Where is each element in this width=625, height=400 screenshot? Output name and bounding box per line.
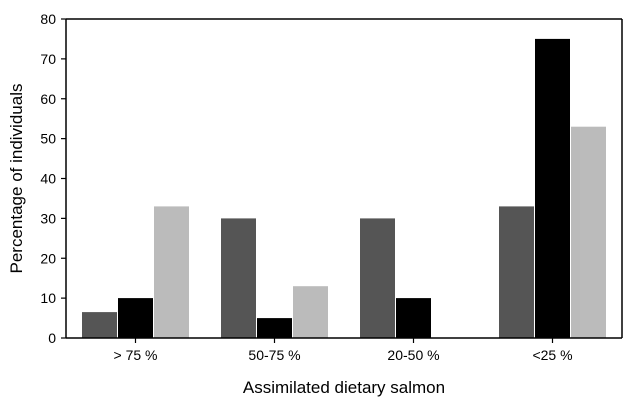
y-tick-label: 80 [40,11,56,27]
y-ticks: 0 10 20 30 40 50 60 70 80 [40,11,66,346]
y-tick-label: 40 [40,171,56,187]
bar-series-2 [396,298,431,338]
y-tick-label: 50 [40,131,56,147]
y-tick-label: 60 [40,91,56,107]
bar-series-2 [118,298,153,338]
y-tick-label: 70 [40,51,56,67]
x-tick-label: 20-50 % [387,347,439,363]
bar-series-3 [293,286,328,338]
bar-series-1 [360,218,395,338]
y-tick-label: 0 [48,330,56,346]
x-tick-label: 50-75 % [248,347,300,363]
x-tick-label: <25 % [532,347,572,363]
y-tick-label: 30 [40,210,56,226]
bar-series-3 [154,206,189,338]
bar-series-1 [499,206,534,338]
bar-series-2 [535,38,570,339]
x-tick-label: > 75 % [114,347,158,363]
y-tick-label: 10 [40,290,56,306]
bars-layer [82,38,606,339]
bar-series-1 [221,218,256,338]
y-axis-title: Percentage of individuals [7,84,26,274]
x-ticks: > 75 % 50-75 % 20-50 % <25 % [114,338,573,363]
bar-series-1 [82,312,117,338]
bar-series-3 [571,126,606,338]
x-axis-title: Assimilated dietary salmon [243,378,445,397]
bar-series-2 [257,318,292,338]
y-tick-label: 20 [40,250,56,266]
